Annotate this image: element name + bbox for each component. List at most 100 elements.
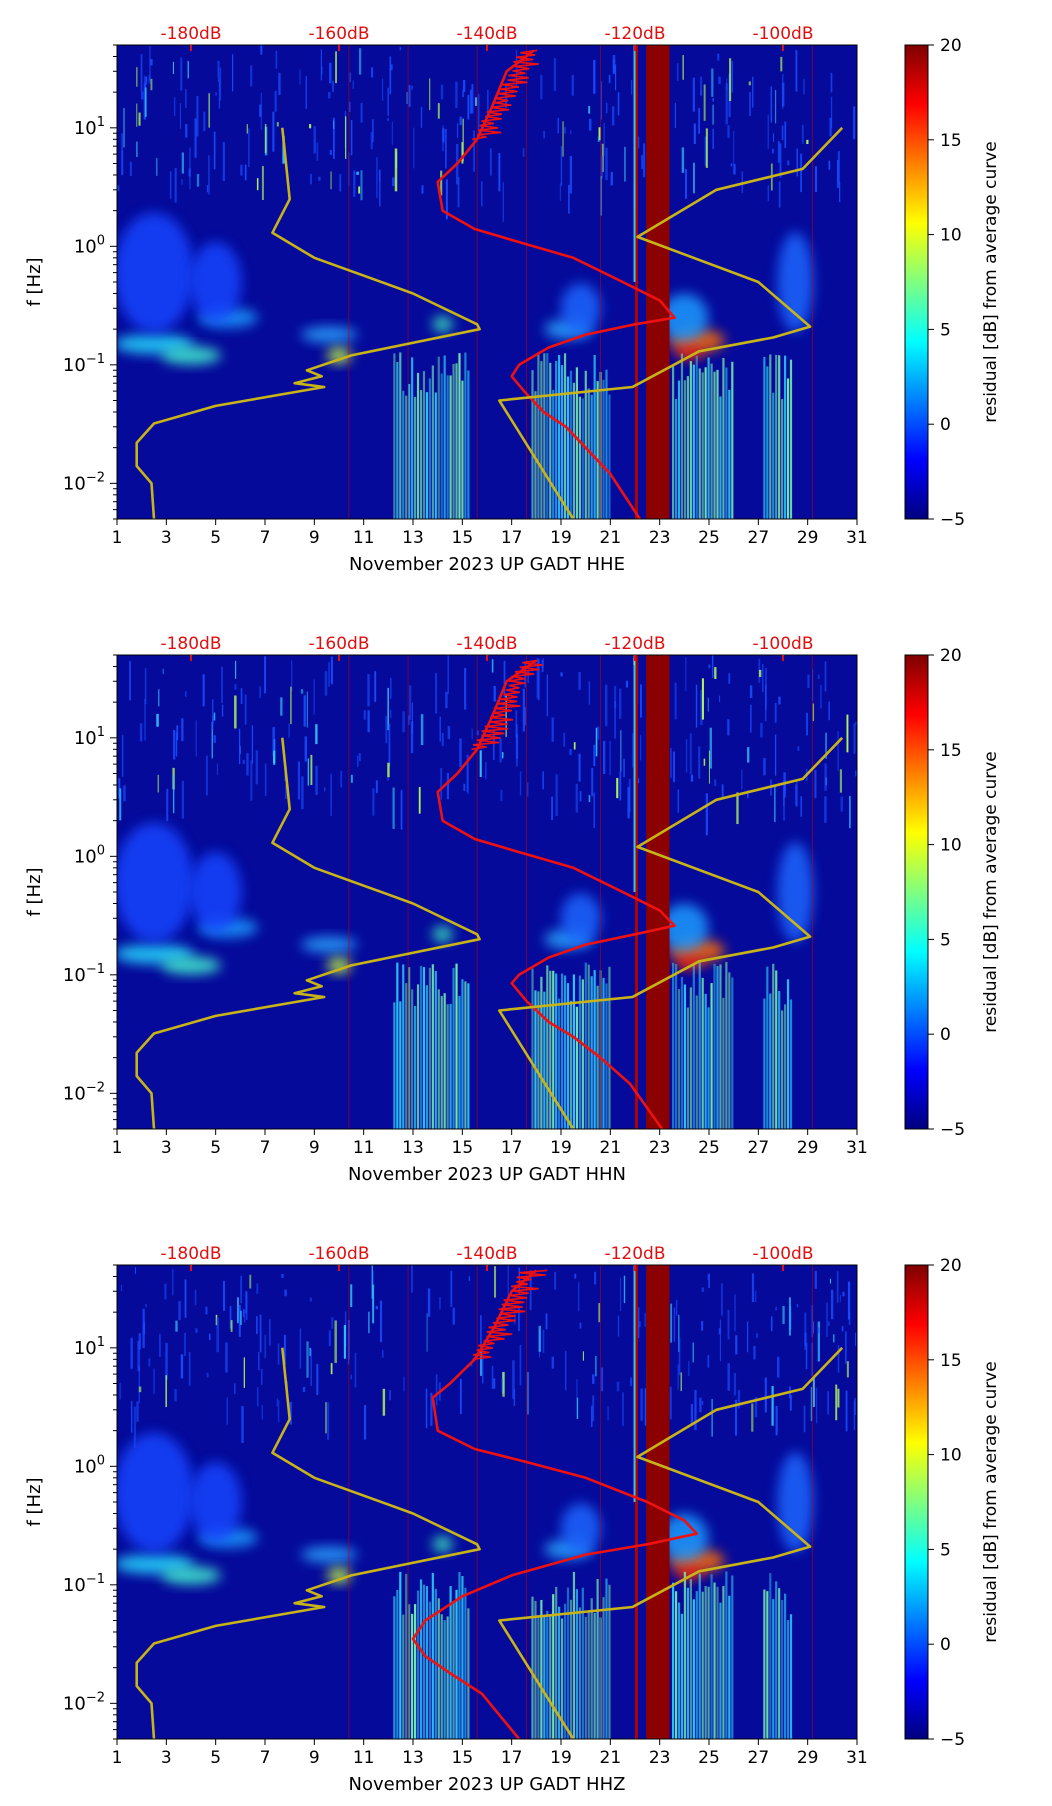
heatmap-streak [368,1311,370,1334]
db-tick-label: -120dB [604,634,665,654]
heatmap-column [786,378,790,519]
heatmap-blob [189,242,242,322]
heatmap-streak [837,1388,840,1408]
heatmap-streak [305,76,308,110]
heatmap-streak [564,127,566,134]
heatmap-streak [181,718,184,742]
heatmap-streak [845,1390,848,1432]
heatmap-column [434,392,437,519]
heatmap-streak [387,118,389,122]
heatmap-streak [482,1356,484,1384]
heatmap-streak [854,1398,856,1416]
heatmap-column [581,1587,584,1739]
heatmap-streak [259,104,262,117]
x-tick-label: 21 [600,1748,622,1768]
heatmap-streak [824,796,827,823]
heatmap-column [695,995,698,1129]
heatmap-column [572,974,576,1129]
heatmap-column [578,1607,581,1739]
heatmap-streak [493,1266,497,1298]
heatmap-streak [578,753,581,782]
heatmap-column [587,388,590,519]
heatmap-streak [677,1364,679,1390]
heatmap-streak [272,727,275,757]
heatmap-streak [837,731,839,772]
heatmap-streak [849,795,851,829]
panel-1: 1 3 5 7 9 11 13 15 17 19 21 23 25 27 29 3110110010−110−… [24,24,1001,575]
heatmap-streak [315,765,318,795]
heatmap-streak [644,1312,646,1327]
heatmap-streak [579,1322,582,1329]
heatmap-streak [370,67,374,78]
heatmap-column [552,389,555,519]
x-tick-label: 9 [309,1138,320,1158]
heatmap-column [431,964,434,1129]
heatmap-streak [330,656,333,684]
x-tick-label: 1 [112,1138,123,1158]
heatmap-streak [441,733,444,747]
heatmap-streak [562,121,564,157]
x-axis-label: November 2023 UP GADT HHN [348,1164,626,1185]
heatmap-streak [208,1333,211,1341]
heatmap-column [722,357,725,519]
heatmap-streak [439,716,441,742]
heatmap-streak [542,1329,545,1353]
heatmap-streak [772,133,775,142]
heatmap-streak [700,76,703,95]
heatmap-column [419,390,423,519]
heatmap-column [428,967,431,1129]
heatmap-column [422,371,426,519]
heatmap-streak [427,1288,431,1317]
heatmap-column [563,975,567,1129]
heatmap-column [464,1587,467,1739]
heatmap-streak [771,1385,774,1426]
heatmap-streak [308,124,312,129]
heatmap-column [689,1579,692,1739]
heatmap-streak [175,732,178,757]
heatmap-streak [332,117,335,159]
heatmap-column [443,993,446,1129]
panel-2: 1 3 5 7 9 11 13 15 17 19 21 23 25 27 29 3110110010−110−… [24,634,1001,1185]
heatmap-streak [721,784,724,799]
heatmap-column [399,1571,402,1739]
colorbar-tick-label: 15 [940,1351,962,1371]
heatmap-streak [229,1306,232,1329]
heatmap-streak [356,171,359,175]
heatmap-column [396,361,399,519]
heatmap-blob [432,1536,453,1553]
heatmap-column [722,997,725,1129]
heatmap-streak [607,1406,609,1421]
heatmap-streak [379,1300,383,1343]
heatmap-blob [189,852,242,932]
heatmap-streak [764,684,767,722]
heatmap-column [393,353,396,519]
heatmap-column [566,376,570,519]
heatmap-column [569,370,573,519]
heatmap-streak [264,1334,267,1359]
heatmap-streak [620,1277,622,1312]
saturated-column [635,655,638,1129]
heatmap-blob [327,1567,351,1584]
heatmap-column [449,375,452,519]
y-tick-label: 100 [74,1453,105,1477]
heatmap-streak [753,1345,756,1360]
heatmap-column [710,1574,713,1739]
heatmap-streak [538,1325,542,1352]
heatmap-streak [810,1386,813,1422]
heatmap-column [680,1613,684,1739]
heatmap-column [455,363,458,519]
heatmap-column [593,354,596,519]
heatmap-streak [316,142,319,161]
heatmap-streak [136,67,138,87]
heatmap-streak [559,183,561,201]
heatmap-streak [840,796,843,812]
heatmap-column [789,359,793,519]
heatmap-streak [846,1361,849,1378]
heatmap-streak [777,141,780,163]
heatmap-streak [222,1281,226,1311]
heatmap-streak [619,771,622,801]
heatmap-streak [692,1342,694,1363]
heatmap-column [783,1593,787,1739]
heatmap-column [575,1006,578,1129]
heatmap-column [419,965,423,1129]
